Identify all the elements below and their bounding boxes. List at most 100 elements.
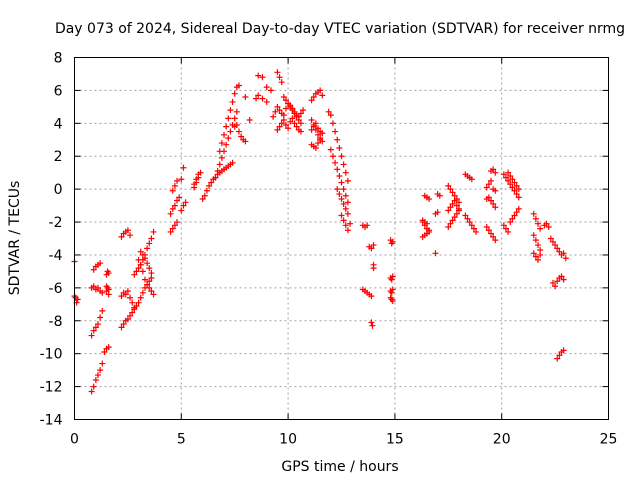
data-point [560, 276, 567, 283]
data-point [223, 123, 230, 130]
y-tick-label: 6 [54, 83, 63, 99]
data-point [218, 140, 225, 147]
data-point [468, 222, 475, 229]
grid-lines [74, 57, 609, 420]
data-point [174, 177, 181, 184]
data-point [451, 214, 458, 221]
data-point [513, 182, 520, 189]
data-point [515, 205, 522, 212]
data-point [287, 118, 294, 125]
data-point [552, 242, 559, 249]
data-point [388, 289, 395, 296]
data-point [492, 169, 499, 176]
data-point [150, 291, 157, 298]
data-point [274, 103, 281, 110]
data-point [97, 314, 104, 321]
x-tick-label: 5 [177, 432, 186, 448]
data-point [124, 316, 131, 323]
data-point [229, 98, 236, 105]
data-point [280, 117, 287, 124]
data-point [342, 192, 349, 199]
data-point [554, 355, 561, 362]
y-tick-label: -2 [49, 215, 63, 231]
data-point [325, 108, 332, 115]
data-point [105, 286, 112, 293]
data-point [453, 202, 460, 209]
data-point [148, 235, 155, 242]
data-point [549, 238, 556, 245]
data-point [171, 202, 178, 209]
data-point [90, 283, 97, 290]
data-point [338, 153, 345, 160]
data-point [191, 184, 198, 191]
data-point [146, 240, 153, 247]
data-point [246, 117, 253, 124]
data-point [169, 225, 176, 232]
data-point [227, 128, 234, 135]
data-point [263, 98, 270, 105]
data-point [135, 256, 142, 263]
data-point [468, 176, 475, 183]
data-point [203, 187, 210, 194]
data-point [502, 225, 509, 232]
data-point [423, 220, 430, 227]
data-point [500, 171, 507, 178]
data-point [436, 192, 443, 199]
data-point [308, 117, 315, 124]
plot-frame [74, 57, 609, 420]
data-point [282, 97, 289, 104]
data-point [137, 261, 144, 268]
data-point [347, 220, 354, 227]
data-point [137, 248, 144, 255]
data-point [336, 145, 343, 151]
data-point [490, 166, 497, 173]
y-tick-label: 2 [54, 149, 63, 165]
data-point [369, 322, 376, 329]
data-point [118, 233, 125, 240]
y-tick-label: 4 [54, 116, 63, 132]
data-point [449, 189, 456, 196]
data-point [543, 220, 550, 227]
data-point [483, 184, 490, 191]
data-point [127, 294, 134, 301]
data-point [105, 344, 112, 351]
data-point [242, 93, 249, 100]
data-point [312, 120, 319, 127]
data-point [507, 172, 514, 179]
data-point [445, 182, 452, 189]
data-point [488, 230, 495, 237]
data-point [150, 228, 157, 235]
data-point [530, 250, 537, 257]
y-axis-label: SDTVAR / TECUs [7, 181, 23, 296]
x-tick-label: 15 [386, 432, 404, 448]
data-point [285, 125, 292, 132]
data-point [511, 179, 518, 186]
data-point [340, 200, 347, 207]
data-point [319, 92, 326, 99]
data-point [124, 288, 131, 295]
data-point [537, 251, 544, 258]
data-point [426, 196, 433, 203]
data-point [144, 281, 151, 288]
data-point [507, 181, 514, 188]
data-points [71, 69, 569, 395]
data-point [342, 222, 349, 229]
y-tick-label: -10 [40, 347, 63, 363]
data-point [171, 222, 178, 229]
data-point [218, 154, 225, 161]
data-point [389, 238, 396, 245]
data-point [492, 237, 499, 244]
data-point [235, 128, 242, 135]
data-point [293, 113, 300, 120]
data-point [488, 177, 495, 184]
data-point [434, 209, 441, 216]
data-point [502, 174, 509, 181]
data-point [483, 223, 490, 230]
data-point [455, 199, 462, 206]
data-point [223, 141, 230, 148]
data-point [139, 289, 146, 296]
data-point [368, 319, 375, 326]
data-point [88, 332, 95, 339]
data-point [507, 219, 514, 226]
data-point [90, 383, 97, 390]
